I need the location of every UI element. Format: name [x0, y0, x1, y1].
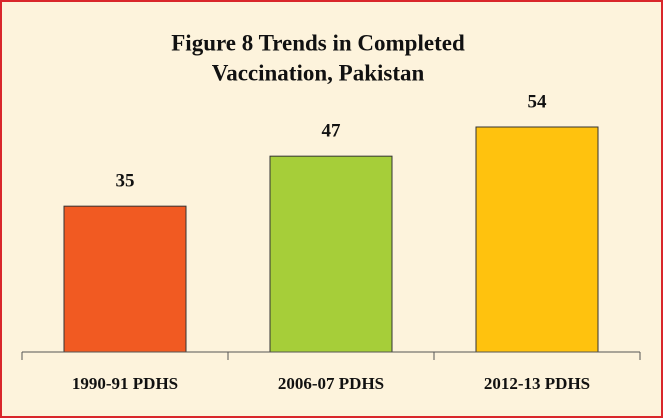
x-tick-label: 2012-13 PDHS — [484, 374, 590, 393]
chart-title: Figure 8 Trends in Completed — [171, 30, 465, 55]
bar — [63, 205, 187, 353]
bar — [475, 126, 599, 353]
data-label: 47 — [322, 121, 342, 142]
data-label: 54 — [528, 91, 548, 112]
x-tick-label: 2006-07 PDHS — [278, 374, 384, 393]
x-tick-label: 1990-91 PDHS — [72, 374, 178, 393]
data-label: 35 — [116, 171, 135, 192]
bar — [269, 155, 393, 353]
chart-title: Vaccination, Pakistan — [212, 60, 425, 85]
